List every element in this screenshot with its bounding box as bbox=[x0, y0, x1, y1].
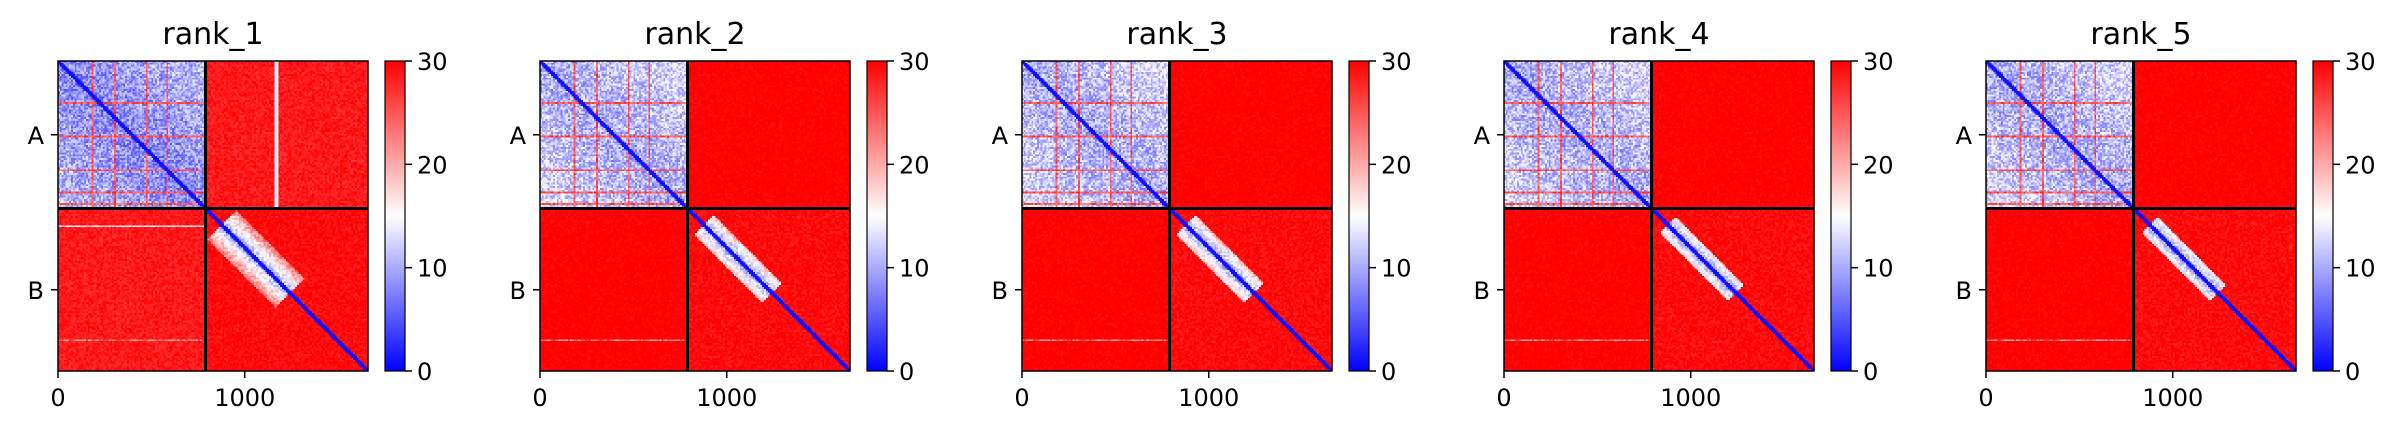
y-tick-label: A bbox=[992, 122, 1009, 150]
heatmap-image bbox=[540, 61, 850, 371]
heatmap-frame bbox=[1021, 60, 1333, 372]
y-tick-label: B bbox=[1474, 277, 1490, 305]
y-tick-label: B bbox=[992, 277, 1008, 305]
colorbar-tick-label: 10 bbox=[1863, 255, 1894, 283]
panel-rank_1: rank_1 0 1000 A B 0 10 20 30 bbox=[28, 17, 448, 412]
heatmap-image bbox=[1022, 61, 1332, 371]
colorbar-tick-label: 0 bbox=[899, 358, 914, 386]
panel-title: rank_3 bbox=[1126, 17, 1227, 52]
colorbar-tick-label: 10 bbox=[2345, 255, 2376, 283]
x-tick-label: 1000 bbox=[696, 384, 757, 412]
panel-title: rank_4 bbox=[1608, 17, 1709, 52]
panel-rank_2: rank_2 0 1000 A B 0 10 20 30 bbox=[510, 17, 930, 412]
panel-title: rank_1 bbox=[162, 17, 263, 52]
colorbar bbox=[384, 60, 406, 372]
x-tick-label: 0 bbox=[50, 384, 65, 412]
y-tick-label: A bbox=[28, 122, 45, 150]
heatmap-frame bbox=[539, 60, 851, 372]
colorbar-tick-label: 30 bbox=[899, 48, 930, 76]
colorbar bbox=[2312, 60, 2334, 372]
colorbar-tick-label: 10 bbox=[417, 255, 448, 283]
y-tick-label: A bbox=[1956, 122, 1973, 150]
colorbar bbox=[1348, 60, 1370, 372]
y-tick-label: B bbox=[1956, 277, 1972, 305]
x-tick-label: 1000 bbox=[1178, 384, 1239, 412]
x-tick-label: 1000 bbox=[214, 384, 275, 412]
y-tick-label: B bbox=[28, 277, 44, 305]
heatmap-frame bbox=[57, 60, 369, 372]
colorbar-tick-label: 0 bbox=[1863, 358, 1878, 386]
colorbar-tick-label: 30 bbox=[2345, 48, 2376, 76]
heatmap-image bbox=[1504, 61, 1814, 371]
colorbar-tick-label: 0 bbox=[1381, 358, 1396, 386]
heatmap-frame bbox=[1503, 60, 1815, 372]
x-tick-label: 0 bbox=[1978, 384, 1993, 412]
colorbar-tick-label: 20 bbox=[417, 151, 448, 179]
y-tick-label: B bbox=[510, 277, 526, 305]
colorbar-tick-label: 30 bbox=[417, 48, 448, 76]
heatmap-image bbox=[58, 61, 368, 371]
panel-rank_3: rank_3 0 1000 A B 0 10 20 30 bbox=[992, 17, 1412, 412]
colorbar-tick-label: 30 bbox=[1863, 48, 1894, 76]
panel-title: rank_5 bbox=[2090, 17, 2191, 52]
heatmap-frame bbox=[1985, 60, 2297, 372]
x-tick-label: 1000 bbox=[2142, 384, 2203, 412]
colorbar-tick-label: 10 bbox=[1381, 255, 1412, 283]
colorbar-tick-label: 0 bbox=[417, 358, 432, 386]
panel-title: rank_2 bbox=[644, 17, 745, 52]
panel-rank_4: rank_4 0 1000 A B 0 10 20 30 bbox=[1474, 17, 1894, 412]
colorbar bbox=[1830, 60, 1852, 372]
colorbar-tick-label: 20 bbox=[2345, 151, 2376, 179]
panel-rank_5: rank_5 0 1000 A B 0 10 20 30 bbox=[1956, 17, 2376, 412]
y-tick-label: A bbox=[510, 122, 527, 150]
colorbar-tick-label: 10 bbox=[899, 255, 930, 283]
colorbar-tick-label: 30 bbox=[1381, 48, 1412, 76]
colorbar bbox=[866, 60, 888, 372]
colorbar-tick-label: 0 bbox=[2345, 358, 2360, 386]
x-tick-label: 0 bbox=[1014, 384, 1029, 412]
colorbar-tick-label: 20 bbox=[1863, 151, 1894, 179]
x-tick-label: 0 bbox=[1496, 384, 1511, 412]
x-tick-label: 1000 bbox=[1660, 384, 1721, 412]
heatmap-image bbox=[1986, 61, 2296, 371]
colorbar-tick-label: 20 bbox=[1381, 151, 1412, 179]
x-tick-label: 0 bbox=[532, 384, 547, 412]
y-tick-label: A bbox=[1474, 122, 1491, 150]
colorbar-tick-label: 20 bbox=[899, 151, 930, 179]
